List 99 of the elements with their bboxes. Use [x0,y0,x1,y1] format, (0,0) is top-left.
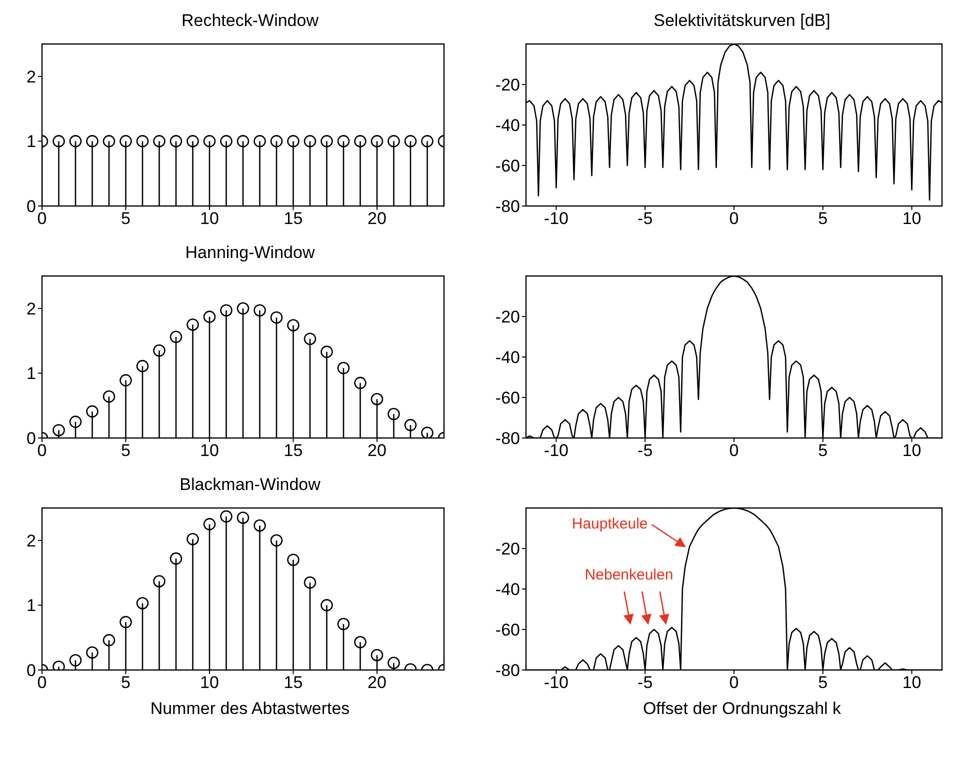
x-tick-label: 15 [284,441,303,460]
point [220,510,232,523]
point [170,552,182,565]
point [86,646,98,659]
annotation: Hauptkeule [572,516,648,532]
point [52,424,65,436]
chart-title: Rechteck-Window [180,10,320,32]
point [120,616,132,628]
point [337,362,350,374]
chart-title: Blackman-Window [178,474,322,496]
point [69,654,82,666]
point [203,518,216,530]
y-tick-label: -20 [495,308,520,327]
x-tick-label: 20 [368,673,386,692]
x-tick-label: 10 [200,209,219,228]
point [421,426,434,438]
point [102,390,116,403]
point [320,599,333,612]
x-tick-label: 5 [121,441,130,460]
point [170,330,182,344]
y-tick-label: -20 [495,540,520,559]
y-tick-label: -60 [495,620,520,640]
x-tick-label: 10 [200,441,219,460]
point [136,597,149,610]
x-tick-label: 5 [818,673,828,692]
x-tick-label: -5 [638,673,653,692]
x-tick-label: 10 [902,441,922,460]
x-tick-label: 15 [284,673,303,692]
point [236,512,250,524]
point [404,418,417,432]
y-tick-label: -80 [495,429,520,448]
point [120,374,132,386]
y-tick-label: 1 [26,132,36,152]
y-tick-label: 0 [26,429,36,448]
y-tick-label: -80 [495,661,520,680]
point [287,319,300,332]
y-tick-label: -40 [495,116,520,136]
point [337,618,350,630]
point [153,575,166,588]
point [320,346,333,358]
y-tick-label: -40 [495,580,520,600]
x-tick-label: 20 [368,441,386,460]
x-tick-label: -10 [544,673,569,692]
point [254,519,266,532]
point [203,310,216,323]
y-tick-label: 1 [26,596,36,616]
point [236,302,250,315]
point [153,344,166,357]
point [86,405,98,418]
y-tick-label: -60 [495,388,520,408]
y-tick-label: 0 [26,661,36,680]
point [136,360,149,372]
x-tick-label: 10 [200,673,219,692]
x-tick-label: 5 [121,209,130,228]
point [270,534,283,547]
point [304,576,316,589]
point [254,304,266,316]
y-tick-label: 0 [26,197,36,216]
x-tick-label: 0 [729,441,739,460]
x-tick-label: -10 [544,209,569,228]
point [287,554,300,566]
x-tick-label: 0 [729,209,739,228]
x-tick-label: 0 [729,673,739,692]
x-tick-label: 20 [368,209,386,228]
y-tick-label: -80 [495,197,520,216]
point [388,408,400,420]
y-tick-label: -20 [495,76,520,95]
x-tick-label: 5 [818,441,828,460]
point [186,532,199,546]
x-tick-label: -10 [544,441,569,460]
y-tick-label: 2 [26,67,36,86]
y-tick-label: 2 [26,531,36,550]
y-tick-label: 1 [26,364,36,384]
point [354,636,366,648]
point [388,656,400,670]
chart-title: Selektivitätskurven [dB] [652,10,832,32]
chart-title: Hanning-Window [184,242,316,264]
x-tick-label: 10 [902,209,922,228]
x-tick-label: 5 [121,673,130,692]
x-tick-label: -5 [638,209,653,228]
y-tick-label: -60 [495,156,520,176]
point [270,311,283,324]
point [304,332,316,346]
x-axis-title: Offset der Ordnungszahl k [642,698,842,720]
point [186,318,199,331]
point [354,376,366,390]
point [370,392,384,406]
x-tick-label: 5 [818,209,828,228]
x-tick-label: -5 [638,441,653,460]
x-tick-label: 10 [902,673,922,692]
y-tick-label: -40 [495,348,520,368]
point [370,648,384,662]
point [220,304,232,316]
x-axis-title: Nummer des Abtastwertes [149,698,351,720]
annotation: Nebenkeulen [584,566,674,584]
y-tick-label: 2 [26,299,36,318]
point [69,416,82,428]
x-tick-label: 15 [284,209,303,228]
point [102,634,116,646]
